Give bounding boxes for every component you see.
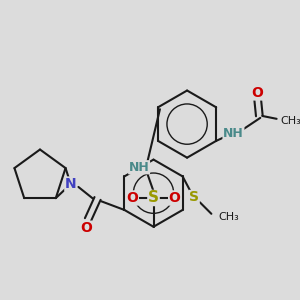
Text: N: N [65, 177, 76, 191]
Text: CH₃: CH₃ [280, 116, 300, 126]
Text: CH₃: CH₃ [218, 212, 239, 222]
Text: NH: NH [223, 127, 244, 140]
Text: O: O [169, 191, 181, 205]
Text: S: S [148, 190, 159, 206]
Text: O: O [251, 86, 263, 100]
Text: O: O [127, 191, 138, 205]
Text: O: O [80, 221, 92, 235]
Text: S: S [189, 190, 199, 205]
Text: NH: NH [129, 161, 149, 174]
